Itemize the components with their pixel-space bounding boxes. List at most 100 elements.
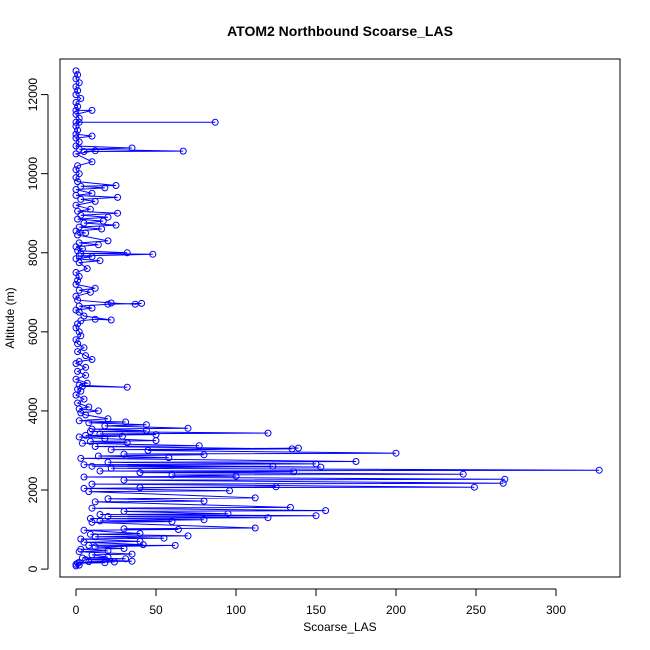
data-point — [195, 442, 203, 450]
data-point — [88, 551, 96, 559]
data-point — [77, 95, 85, 102]
data-point — [91, 498, 99, 506]
data-point — [88, 356, 96, 363]
data-point — [120, 545, 128, 552]
y-tick-label: 10000 — [26, 157, 40, 191]
data-point — [88, 518, 96, 526]
data-point — [251, 494, 259, 502]
data-point — [123, 383, 131, 391]
data-point — [72, 118, 80, 126]
data-point — [122, 418, 130, 426]
data-point — [75, 417, 83, 425]
data-point — [312, 512, 320, 520]
data-point — [104, 213, 112, 221]
data-point — [75, 561, 83, 569]
data-point — [78, 439, 86, 447]
data-point — [75, 405, 83, 413]
data-point — [165, 454, 173, 462]
data-point — [86, 428, 94, 435]
data-point — [74, 320, 82, 328]
data-point — [80, 395, 88, 403]
data-point — [72, 99, 80, 106]
data-point — [264, 514, 272, 522]
data-point — [91, 197, 99, 205]
data-point — [72, 227, 80, 235]
data-point — [107, 446, 115, 454]
data-point — [85, 541, 93, 549]
data-point — [82, 229, 90, 237]
data-point — [72, 336, 80, 344]
data-point — [74, 178, 82, 186]
data-point — [136, 484, 144, 492]
data-point — [101, 184, 109, 192]
data-point — [174, 526, 182, 533]
data-point — [200, 497, 208, 505]
data-point — [272, 483, 280, 491]
data-point — [85, 403, 93, 411]
x-tick-label: 200 — [386, 603, 406, 617]
data-point — [98, 225, 106, 233]
data-point — [72, 150, 80, 158]
data-point — [74, 103, 82, 110]
data-point — [72, 67, 80, 75]
data-point — [232, 472, 240, 480]
data-point — [114, 193, 122, 201]
data-point — [101, 422, 109, 430]
data-point — [80, 484, 88, 492]
data-point — [77, 454, 85, 462]
data-point — [88, 304, 96, 312]
data-point — [75, 548, 83, 556]
data-point — [104, 237, 112, 245]
x-tick-label: 50 — [149, 603, 163, 617]
data-point — [120, 507, 128, 515]
data-point — [77, 182, 85, 190]
y-axis: 0 2000 4000 6000 8000 10000 12000 — [26, 78, 49, 572]
data-point — [80, 538, 88, 546]
data-point — [149, 250, 157, 258]
data-point — [123, 439, 131, 447]
data-point — [200, 516, 208, 524]
data-point — [94, 241, 102, 249]
data-point — [72, 174, 80, 182]
data-point — [72, 391, 80, 399]
data-point — [499, 479, 507, 487]
data-point — [128, 550, 136, 558]
data-point — [120, 476, 128, 484]
data-point — [91, 543, 99, 551]
data-point — [110, 558, 118, 566]
x-tick-label: 0 — [73, 603, 80, 617]
data-point — [88, 132, 96, 140]
data-point — [290, 468, 298, 476]
data-point — [72, 292, 80, 300]
data-point — [88, 253, 96, 261]
data-point — [200, 451, 208, 459]
data-point — [82, 363, 90, 371]
data-point — [286, 503, 294, 511]
data-point — [269, 462, 277, 470]
data-point — [459, 470, 467, 478]
data-point — [91, 147, 99, 155]
x-tick-label: 150 — [306, 603, 326, 617]
data-point — [501, 475, 509, 483]
data-point — [85, 488, 93, 496]
data-point — [88, 189, 96, 197]
data-point — [80, 473, 88, 481]
data-point — [83, 265, 91, 273]
data-point — [120, 525, 128, 533]
data-point — [104, 415, 112, 423]
data-point — [72, 360, 80, 367]
data-point — [104, 513, 112, 520]
data-point — [104, 495, 112, 503]
data-point — [75, 433, 83, 441]
y-tick-label: 8000 — [26, 239, 40, 266]
data-point — [74, 340, 82, 348]
y-tick-label: 2000 — [26, 476, 40, 503]
data-point — [86, 515, 94, 522]
data-point — [72, 130, 80, 138]
data-point — [88, 106, 96, 114]
data-point — [74, 162, 82, 170]
data-point — [80, 526, 88, 534]
data-point — [77, 195, 85, 203]
data-point — [72, 191, 80, 199]
data-point — [88, 480, 96, 488]
